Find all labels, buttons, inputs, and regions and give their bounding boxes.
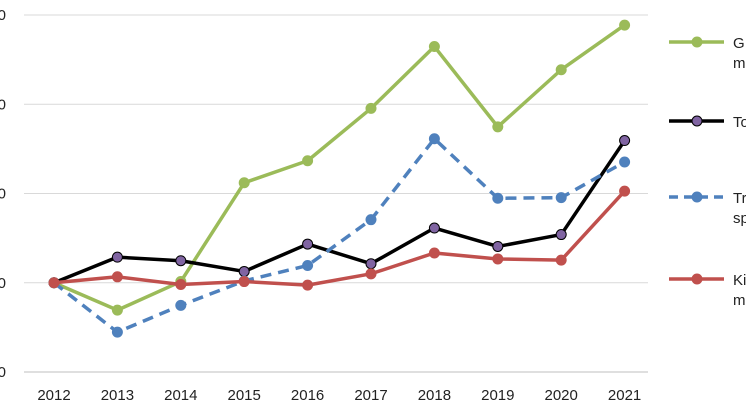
data-point: [365, 268, 377, 280]
data-point: [428, 222, 440, 234]
data-point: [48, 277, 60, 289]
data-point: [302, 155, 314, 167]
gridlines: [24, 14, 648, 284]
data-point: [428, 247, 440, 259]
x-tick-label: 2019: [481, 387, 514, 404]
data-point: [492, 253, 504, 265]
data-point: [492, 192, 504, 204]
data-point: [365, 102, 377, 114]
legend-label: G: [733, 35, 745, 52]
y-tick-label: 0: [0, 364, 6, 381]
y-axis-tick-labels: 0 0 0 0 0: [0, 7, 6, 381]
data-point: [492, 121, 504, 133]
data-point: [111, 304, 123, 316]
data-point: [111, 326, 123, 338]
y-tick-label: 0: [0, 96, 6, 113]
y-tick-label: 0: [0, 7, 6, 24]
data-point: [428, 133, 440, 145]
data-point: [302, 279, 314, 291]
data-point: [111, 251, 123, 263]
data-point: [111, 271, 123, 283]
data-point: [302, 238, 314, 250]
x-axis-tick-labels: 2012 2013 2014 2015 2016 2017 2018 2019 2020 2021: [37, 387, 641, 404]
data-point: [175, 299, 187, 311]
series-4: [48, 185, 631, 291]
series-lines: [48, 19, 631, 338]
x-tick-label: 2015: [228, 387, 261, 404]
legend-item: Ki m: [669, 272, 746, 309]
data-point: [555, 254, 567, 266]
data-point: [302, 259, 314, 271]
legend-label: m: [733, 292, 746, 309]
data-point: [619, 19, 631, 31]
data-point: [619, 185, 631, 197]
data-point: [175, 279, 187, 291]
x-tick-label: 2016: [291, 387, 324, 404]
series-line: [53, 139, 627, 285]
data-point: [365, 214, 377, 226]
data-point: [555, 192, 567, 204]
x-tick-label: 2012: [37, 387, 70, 404]
data-point: [238, 265, 250, 277]
legend-label: Tr: [733, 190, 746, 207]
legend-marker: [691, 36, 703, 48]
series-3: [48, 133, 631, 338]
legend-marker: [691, 115, 703, 127]
y-tick-label: 0: [0, 186, 6, 203]
legend-item: Tr sp: [669, 190, 746, 227]
data-point: [619, 156, 631, 168]
data-point: [238, 276, 250, 288]
x-tick-label: 2018: [418, 387, 451, 404]
legend-marker: [691, 273, 703, 285]
legend: Gm To Tr sp Ki m: [669, 35, 746, 309]
y-tick-label: 0: [0, 275, 6, 292]
legend-label: m: [733, 55, 746, 72]
x-tick-label: 2020: [545, 387, 578, 404]
x-tick-label: 2014: [164, 387, 197, 404]
legend-marker: [691, 191, 703, 203]
data-point: [365, 258, 377, 270]
data-point: [238, 177, 250, 189]
x-tick-label: 2021: [608, 387, 641, 404]
legend-item: To: [669, 114, 746, 131]
series-2: [48, 135, 631, 289]
legend-label: Ki: [733, 272, 746, 289]
data-point: [619, 135, 631, 147]
data-point: [428, 41, 440, 53]
legend-item: Gm: [669, 35, 746, 72]
data-point: [492, 240, 504, 252]
data-point: [555, 64, 567, 76]
data-point: [555, 229, 567, 241]
legend-label: To: [733, 114, 746, 131]
series-line: [53, 189, 626, 287]
data-point: [175, 255, 187, 267]
series-1: [48, 19, 631, 316]
x-tick-label: 2013: [101, 387, 134, 404]
series-line: [53, 23, 626, 312]
x-tick-label: 2017: [354, 387, 387, 404]
series-line: [52, 137, 626, 334]
legend-label: sp: [733, 210, 746, 227]
